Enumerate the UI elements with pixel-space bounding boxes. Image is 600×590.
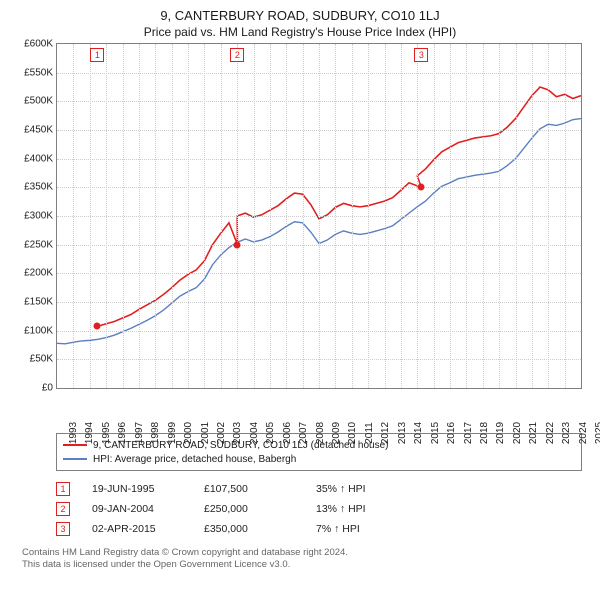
gridline-vertical <box>565 44 566 388</box>
sale-price: £107,500 <box>204 483 294 495</box>
y-axis-label: £350K <box>24 182 53 193</box>
gridline-vertical <box>319 44 320 388</box>
y-axis-label: £500K <box>24 96 53 107</box>
sale-date: 09-JAN-2004 <box>92 503 182 515</box>
sale-marker-dot <box>94 323 101 330</box>
gridline-vertical <box>221 44 222 388</box>
sale-marker-dot <box>234 241 241 248</box>
y-axis-label: £450K <box>24 125 53 136</box>
y-axis-label: £300K <box>24 211 53 222</box>
y-axis-label: £550K <box>24 67 53 78</box>
sale-hpi-delta: 13% ↑ HPI <box>316 503 406 515</box>
gridline-vertical <box>335 44 336 388</box>
legend-label: HPI: Average price, detached house, Babe… <box>93 454 296 465</box>
chart-container: 9, CANTERBURY ROAD, SUDBURY, CO10 1LJ Pr… <box>0 0 600 590</box>
gridline-vertical <box>401 44 402 388</box>
gridline-vertical <box>352 44 353 388</box>
series-price_paid <box>97 87 581 326</box>
gridline-vertical <box>499 44 500 388</box>
sales-table: 1 19-JUN-1995 £107,500 35% ↑ HPI 2 09-JA… <box>56 479 582 539</box>
sale-hpi-delta: 35% ↑ HPI <box>316 483 406 495</box>
y-axis-label: £600K <box>24 39 53 50</box>
gridline-vertical <box>254 44 255 388</box>
sale-date: 19-JUN-1995 <box>92 483 182 495</box>
sale-row: 1 19-JUN-1995 £107,500 35% ↑ HPI <box>56 479 582 499</box>
gridline-vertical <box>303 44 304 388</box>
chart-subtitle: Price paid vs. HM Land Registry's House … <box>10 25 590 39</box>
sale-date: 02-APR-2015 <box>92 523 182 535</box>
y-axis-label: £400K <box>24 153 53 164</box>
x-axis-ticks: 1993199419951996199719981999200020012002… <box>56 389 582 429</box>
footer-line1: Contains HM Land Registry data © Crown c… <box>22 547 582 559</box>
y-axis-label: £0 <box>42 383 53 394</box>
gridline-vertical <box>516 44 517 388</box>
gridline-vertical <box>286 44 287 388</box>
y-axis-label: £200K <box>24 268 53 279</box>
gridline-vertical <box>204 44 205 388</box>
y-axis-label: £150K <box>24 297 53 308</box>
gridline-vertical <box>548 44 549 388</box>
sale-marker-dot <box>418 184 425 191</box>
gridline-vertical <box>172 44 173 388</box>
gridline-vertical <box>385 44 386 388</box>
gridline-vertical <box>368 44 369 388</box>
legend-item-hpi: HPI: Average price, detached house, Babe… <box>63 452 575 466</box>
sale-price: £350,000 <box>204 523 294 535</box>
y-axis-label: £250K <box>24 239 53 250</box>
sale-price: £250,000 <box>204 503 294 515</box>
legend-swatch <box>63 458 87 460</box>
gridline-vertical <box>123 44 124 388</box>
footer-attribution: Contains HM Land Registry data © Crown c… <box>22 547 582 572</box>
gridline-vertical <box>73 44 74 388</box>
sale-marker-icon: 1 <box>56 482 70 496</box>
gridline-vertical <box>483 44 484 388</box>
gridline-vertical <box>106 44 107 388</box>
sale-marker-box: 3 <box>414 48 428 62</box>
gridline-vertical <box>155 44 156 388</box>
sale-marker-box: 2 <box>230 48 244 62</box>
gridline-vertical <box>434 44 435 388</box>
gridline-vertical <box>466 44 467 388</box>
y-axis-label: £100K <box>24 325 53 336</box>
gridline-vertical <box>532 44 533 388</box>
gridline-vertical <box>188 44 189 388</box>
footer-line2: This data is licensed under the Open Gov… <box>22 559 582 571</box>
sale-marker-icon: 2 <box>56 502 70 516</box>
legend-swatch <box>63 444 87 446</box>
plot-area: £0£50K£100K£150K£200K£250K£300K£350K£400… <box>56 43 582 389</box>
gridline-vertical <box>237 44 238 388</box>
gridline-vertical <box>139 44 140 388</box>
sale-marker-icon: 3 <box>56 522 70 536</box>
sale-row: 2 09-JAN-2004 £250,000 13% ↑ HPI <box>56 499 582 519</box>
chart-title-address: 9, CANTERBURY ROAD, SUDBURY, CO10 1LJ <box>10 8 590 23</box>
y-axis-label: £50K <box>30 354 53 365</box>
sale-row: 3 02-APR-2015 £350,000 7% ↑ HPI <box>56 519 582 539</box>
gridline-vertical <box>270 44 271 388</box>
gridline-vertical <box>417 44 418 388</box>
sale-marker-box: 1 <box>90 48 104 62</box>
gridline-vertical <box>90 44 91 388</box>
gridline-vertical <box>450 44 451 388</box>
sale-hpi-delta: 7% ↑ HPI <box>316 523 406 535</box>
x-axis-label: 2025 <box>582 422 600 444</box>
